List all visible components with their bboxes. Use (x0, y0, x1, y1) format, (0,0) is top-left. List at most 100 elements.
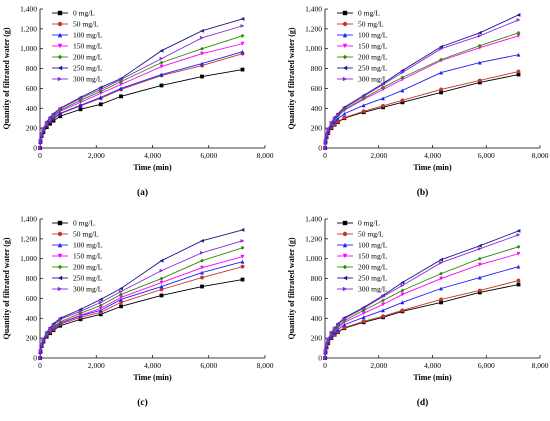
y-tick-label: 1,200 (305, 234, 322, 243)
legend: 0 mg/L 50 mg/L 100 mg/L 150 mg/L 200 mg/L 250… (52, 9, 103, 84)
x-axis-title: Time (min) (133, 373, 172, 382)
y-tick-label: 800 (26, 274, 38, 283)
x-tick-label: 8,000 (257, 151, 274, 160)
y-tick-label: 1,000 (305, 44, 322, 53)
data-point (342, 106, 347, 111)
data-point (159, 280, 164, 285)
data-point (78, 103, 83, 108)
data-point (78, 96, 83, 101)
series-200-mg-l (323, 244, 521, 360)
legend-marker (57, 43, 63, 49)
chart-panel-2: 0 200 400 600 800 1,000 1,200 1,400 0 2,000 4,000 6… (287, 5, 549, 199)
data-point (240, 41, 245, 46)
chart-panel-4: 0 200 400 600 800 1,000 1,200 1,400 0 2,000 4,000 6… (287, 215, 549, 409)
legend-label: 150 mg/L (358, 42, 388, 51)
x-tick-label: 6,000 (200, 361, 217, 370)
data-point (439, 297, 443, 302)
data-point (240, 228, 245, 232)
data-point (200, 74, 204, 79)
data-point (240, 67, 245, 72)
data-point (361, 94, 366, 99)
data-point (400, 292, 405, 297)
data-point (51, 323, 56, 328)
legend-marker (342, 242, 348, 248)
data-point (381, 82, 385, 87)
legend-label: 0 mg/L (73, 219, 95, 228)
data-point (477, 275, 482, 280)
data-point (439, 300, 443, 305)
panel-label: (c) (137, 397, 148, 408)
data-point (439, 260, 443, 265)
data-point (159, 64, 164, 69)
data-point (477, 33, 482, 38)
legend-label: 0 mg/L (73, 9, 95, 18)
data-point (159, 72, 164, 77)
series-50-mg-l (38, 51, 245, 150)
data-point (159, 284, 164, 289)
data-point (48, 326, 53, 331)
data-point (400, 70, 405, 75)
legend-marker (57, 54, 63, 60)
series-200-mg-l (38, 245, 245, 360)
series-250-mg-l (323, 229, 521, 360)
legend-label: 200 mg/L (73, 53, 103, 62)
data-point (361, 109, 366, 114)
data-point (381, 96, 385, 101)
chart-panel-1: 0 200 400 600 800 1,000 1,200 1,400 0 2,000 4,000 6… (2, 5, 274, 199)
legend-label: 0 mg/L (358, 219, 380, 228)
legend-marker (57, 242, 63, 248)
x-tick-label: 4,000 (424, 361, 441, 370)
data-point (159, 276, 164, 281)
y-tick-label: 1,000 (305, 254, 322, 263)
legend-label: 300 mg/L (73, 75, 103, 84)
data-point (200, 258, 204, 263)
data-point (400, 98, 405, 103)
series-line (39, 247, 243, 359)
data-point (38, 349, 43, 353)
data-point (51, 112, 56, 117)
data-point (326, 337, 331, 342)
data-point (44, 331, 49, 336)
data-point (200, 284, 204, 289)
data-point (439, 257, 443, 262)
series-line (324, 74, 519, 149)
legend: 0 mg/L 50 mg/L 100 mg/L 150 mg/L 200 mg/L 250… (337, 219, 388, 294)
data-point (98, 300, 103, 305)
data-point (329, 120, 334, 125)
series-line (39, 53, 243, 149)
data-point (240, 277, 245, 282)
panel-label: (b) (417, 187, 429, 198)
data-point (119, 304, 123, 309)
data-point (200, 265, 204, 270)
series-150-mg-l (38, 41, 245, 150)
data-point (336, 327, 340, 332)
legend-label: 150 mg/L (73, 252, 103, 261)
data-point (159, 268, 164, 273)
data-point (439, 44, 443, 49)
data-point (200, 46, 204, 51)
data-point (58, 319, 63, 324)
series-line (39, 261, 243, 359)
data-point (336, 119, 340, 124)
data-point (98, 303, 103, 308)
y-tick-label: 400 (311, 314, 323, 323)
data-point (516, 69, 521, 74)
legend-label: 100 mg/L (358, 31, 388, 40)
y-tick-label: 1,200 (305, 24, 322, 33)
data-point (516, 251, 521, 256)
data-point (159, 293, 164, 298)
legend-label: 250 mg/L (73, 274, 103, 283)
data-point (477, 288, 482, 293)
data-point (119, 86, 123, 91)
legend-marker (57, 220, 63, 226)
series-300-mg-l (323, 232, 521, 360)
data-point (477, 262, 482, 267)
series-line (39, 240, 243, 359)
series-300-mg-l (323, 18, 521, 150)
y-tick-label: 800 (311, 274, 323, 283)
data-point (332, 119, 337, 124)
legend-label: 300 mg/L (73, 285, 103, 294)
series-250-mg-l (38, 17, 245, 150)
legend-label: 250 mg/L (358, 274, 388, 283)
